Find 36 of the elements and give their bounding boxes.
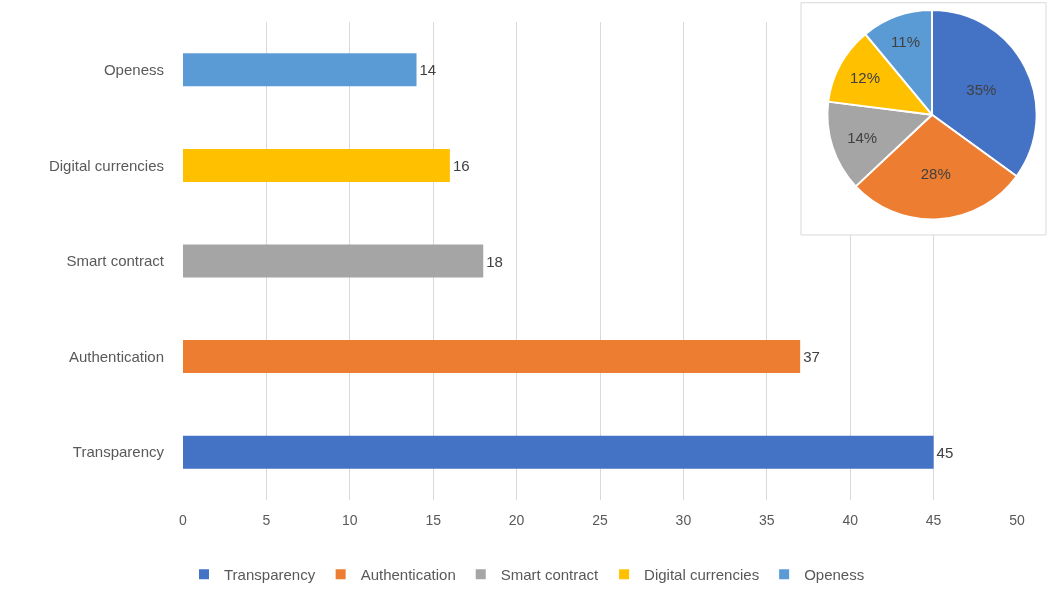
data-label: 16 <box>452 156 470 174</box>
data-label: 35% <box>966 81 997 99</box>
y-tick-label: Transparency <box>72 443 165 461</box>
y-tick-label: Authentication <box>68 347 164 365</box>
data-label: 45 <box>936 443 954 461</box>
bar <box>183 53 417 87</box>
x-tick-label: 45 <box>925 512 942 528</box>
bar <box>183 244 484 278</box>
y-tick-label: Digital currencies <box>48 156 164 174</box>
x-tick-label: 10 <box>342 512 358 528</box>
x-tick-label: 15 <box>425 512 442 528</box>
x-tick-label: 35 <box>759 512 775 528</box>
legend-label: Transparency <box>224 566 316 584</box>
data-label: 37 <box>803 348 820 366</box>
bar <box>183 148 450 182</box>
legend-label: Digital currencies <box>644 566 760 584</box>
legend-label: Authentication <box>360 566 456 584</box>
x-tick-label: 40 <box>842 512 859 528</box>
data-label: 12% <box>849 69 880 87</box>
data-label: 14% <box>847 128 878 146</box>
x-tick-label: 30 <box>675 512 692 528</box>
y-tick-label: Openess <box>103 61 164 79</box>
legend-label: Openess <box>804 566 865 584</box>
y-tick-label: Smart contract <box>66 252 165 270</box>
bar <box>183 435 934 469</box>
data-label: 11% <box>891 32 920 50</box>
data-label: 14 <box>419 61 437 79</box>
legend-label: Smart contract <box>500 566 600 584</box>
data-label: 28% <box>920 165 951 183</box>
x-tick-label: 20 <box>508 512 525 528</box>
x-tick-label: 0 <box>179 512 188 528</box>
data-label: 18 <box>486 252 503 270</box>
x-tick-label: 50 <box>1009 512 1025 528</box>
x-tick-label: 5 <box>262 512 271 528</box>
bar <box>183 340 801 374</box>
x-tick-label: 25 <box>592 512 608 528</box>
